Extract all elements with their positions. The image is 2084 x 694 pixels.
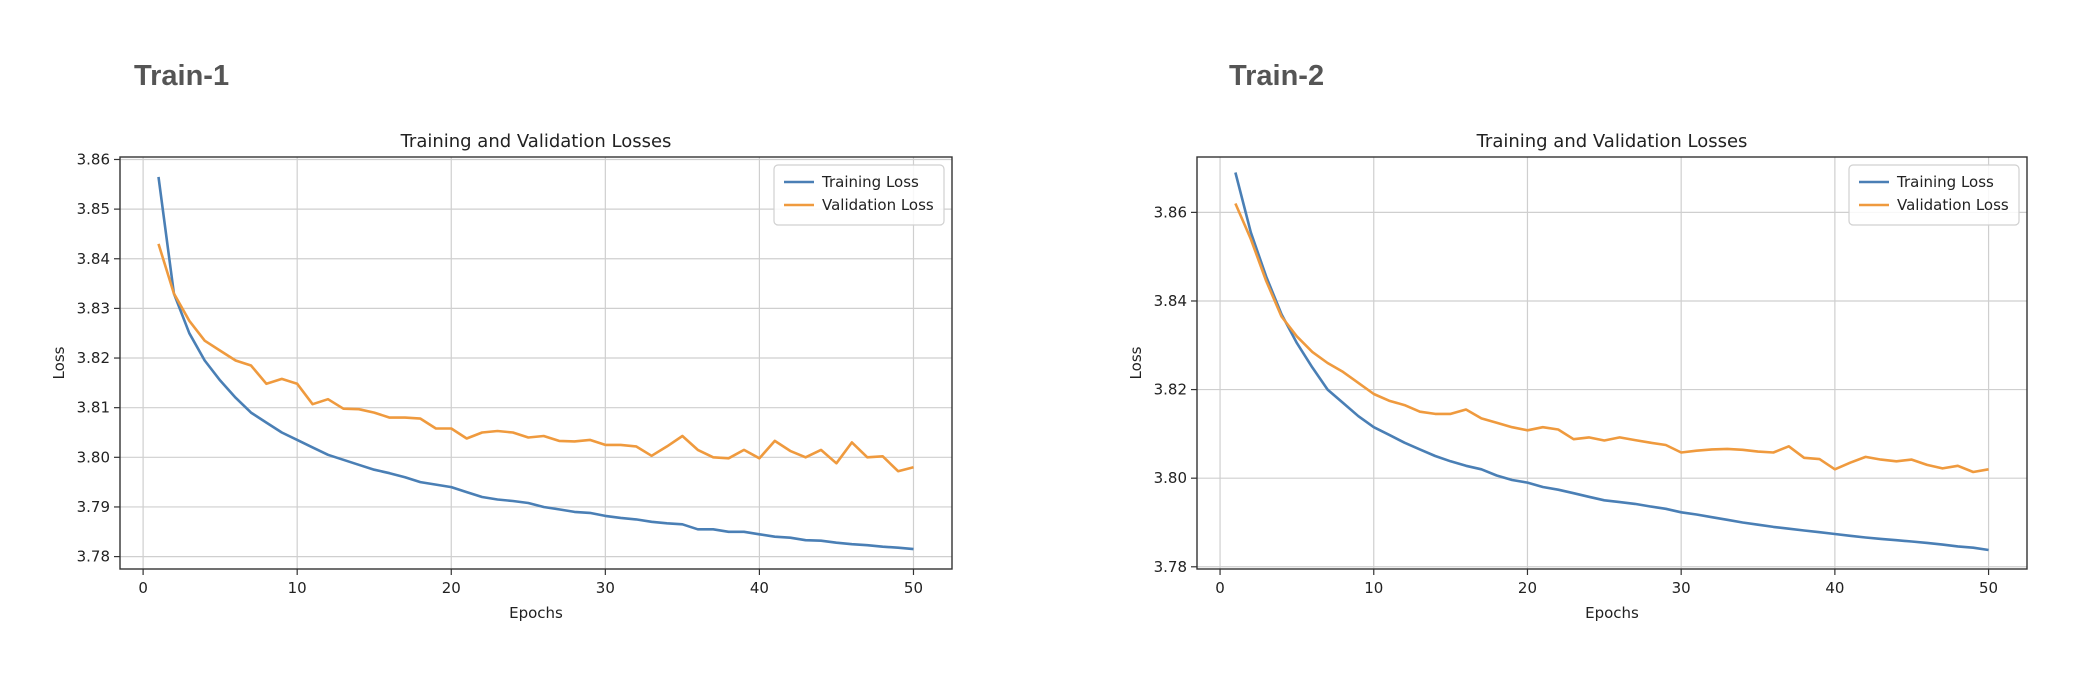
y-tick-label: 3.82 xyxy=(77,349,110,367)
legend-label: Validation Loss xyxy=(1897,196,2009,214)
legend: Training Loss Validation Loss xyxy=(1848,164,2020,226)
x-tick-label: 20 xyxy=(1518,579,1537,597)
x-axis-label: Epochs xyxy=(509,604,563,622)
y-tick-label: 3.81 xyxy=(77,399,110,417)
x-tick-label: 30 xyxy=(1672,579,1691,597)
x-tick-label: 0 xyxy=(1215,579,1225,597)
x-tick-label: 40 xyxy=(750,579,769,597)
legend-label: Training Loss xyxy=(821,173,919,191)
series-line-training xyxy=(157,176,914,551)
y-tick-label: 3.80 xyxy=(77,448,110,466)
series-line-validation xyxy=(157,243,914,473)
plot-frame xyxy=(119,156,953,570)
x-tick-label: 10 xyxy=(288,579,307,597)
panel-heading-train-1: Train-1 xyxy=(134,60,230,92)
y-tick-label: 3.79 xyxy=(77,498,110,516)
x-tick-label: 50 xyxy=(904,579,923,597)
chart-title: Training and Validation Losses xyxy=(400,131,672,152)
y-tick-label: 3.80 xyxy=(1154,469,1187,487)
y-tick-label: 3.86 xyxy=(1154,203,1187,221)
x-tick-label: 0 xyxy=(138,579,148,597)
x-tick-label: 20 xyxy=(442,579,461,597)
x-tick-label: 10 xyxy=(1364,579,1383,597)
chart-panel-1: 0 10 20 30 40 50 3.78 3.79 3.80 3.81 3.82 3.83 3.84 3… xyxy=(50,131,953,622)
x-tick-label: 30 xyxy=(596,579,615,597)
y-tick-label: 3.82 xyxy=(1154,381,1187,399)
chart-title: Training and Validation Losses xyxy=(1476,131,1748,152)
legend-box xyxy=(1848,164,2020,226)
y-axis-label: Loss xyxy=(1127,346,1145,379)
legend-label: Validation Loss xyxy=(822,196,934,214)
legend: Training Loss Validation Loss xyxy=(773,164,945,226)
chart-panel-2: 0 10 20 30 40 50 3.78 3.80 3.82 3.84 3.86 Training … xyxy=(1127,131,2028,622)
legend-box xyxy=(773,164,945,226)
panel-heading-train-2: Train-2 xyxy=(1229,60,1325,92)
x-axis-label: Epochs xyxy=(1585,604,1639,622)
legend-label: Training Loss xyxy=(1896,173,1994,191)
plot-frame xyxy=(1196,156,2028,570)
series-line-training xyxy=(1234,172,1989,552)
y-tick-label: 3.84 xyxy=(1154,292,1187,310)
y-tick-label: 3.78 xyxy=(77,548,110,566)
y-tick-label: 3.85 xyxy=(77,200,110,218)
series-line-validation xyxy=(1234,202,1989,474)
y-tick-label: 3.83 xyxy=(77,299,110,317)
y-tick-label: 3.84 xyxy=(77,250,110,268)
y-tick-label: 3.78 xyxy=(1154,558,1187,576)
y-axis-label: Loss xyxy=(50,346,68,379)
x-tick-label: 40 xyxy=(1825,579,1844,597)
x-tick-label: 50 xyxy=(1979,579,1998,597)
y-tick-label: 3.86 xyxy=(77,150,110,168)
